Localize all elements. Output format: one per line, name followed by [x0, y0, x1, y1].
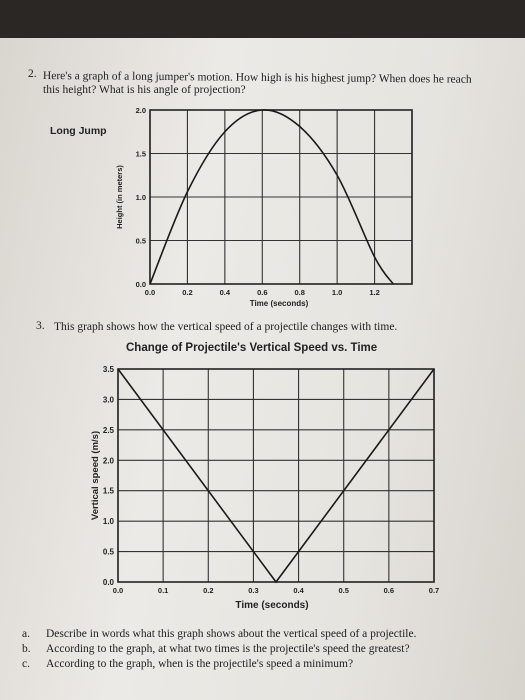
subq-a-letter: a. [22, 628, 30, 640]
x-tick-label: 0.8 [294, 288, 304, 297]
data-series-line [149, 109, 394, 285]
y-tick-label: 1.0 [103, 517, 115, 526]
x-tick-label: 0.0 [113, 586, 123, 595]
y-axis-title: Height (in meters) [115, 165, 124, 229]
q2-number: 2. [28, 68, 37, 80]
y-tick-label: 3.5 [103, 365, 115, 374]
plot-frame [117, 368, 435, 583]
x-tick-label: 0.2 [203, 586, 213, 595]
x-tick-label: 0.6 [257, 288, 267, 297]
q3-text: This graph shows how the vertical speed … [54, 321, 398, 333]
x-axis-title: Time (seconds) [235, 600, 308, 611]
x-axis-title: Time (seconds) [250, 299, 309, 308]
x-tick-label: 0.6 [384, 586, 394, 595]
plot-frame [149, 109, 413, 285]
y-axis-title: Vertical speed (m/s) [90, 431, 101, 520]
q3-number: 3. [36, 320, 45, 332]
chart2-title: Change of Projectile's Vertical Speed vs… [126, 342, 378, 354]
y-tick-label: 2.5 [103, 426, 115, 435]
y-tick-label: 1.5 [103, 487, 115, 496]
subq-a-text: Describe in words what this graph shows … [46, 628, 417, 640]
x-tick-label: 0.2 [182, 288, 192, 297]
y-tick-label: 1.0 [136, 193, 146, 202]
x-tick-label: 0.4 [293, 586, 304, 595]
x-tick-label: 0.3 [248, 586, 258, 595]
x-tick-label: 1.2 [369, 288, 379, 297]
x-tick-label: 0.0 [145, 288, 155, 297]
subq-b-text: According to the graph, at what two time… [46, 643, 410, 655]
subq-b-letter: b. [22, 643, 31, 655]
x-tick-label: 0.4 [220, 288, 231, 297]
y-tick-label: 3.0 [103, 395, 115, 404]
x-tick-label: 0.7 [429, 586, 439, 595]
y-tick-label: 0.5 [136, 237, 146, 246]
y-tick-label: 0.0 [103, 578, 115, 587]
subq-c-letter: c. [22, 658, 30, 670]
y-tick-label: 2.0 [103, 456, 115, 465]
long-jump-label: Long Jump [50, 125, 107, 137]
x-tick-label: 0.5 [338, 586, 348, 595]
data-series-line [117, 368, 435, 584]
y-tick-label: 1.5 [136, 150, 146, 159]
y-tick-label: 2.0 [136, 106, 146, 115]
q2-line2: this height? What is his angle of projec… [43, 84, 246, 96]
y-tick-label: 0.0 [136, 280, 146, 289]
x-tick-label: 0.1 [158, 586, 168, 595]
x-tick-label: 1.0 [332, 288, 342, 297]
y-tick-label: 0.5 [103, 548, 115, 557]
subq-c-text: According to the graph, when is the proj… [46, 658, 354, 670]
